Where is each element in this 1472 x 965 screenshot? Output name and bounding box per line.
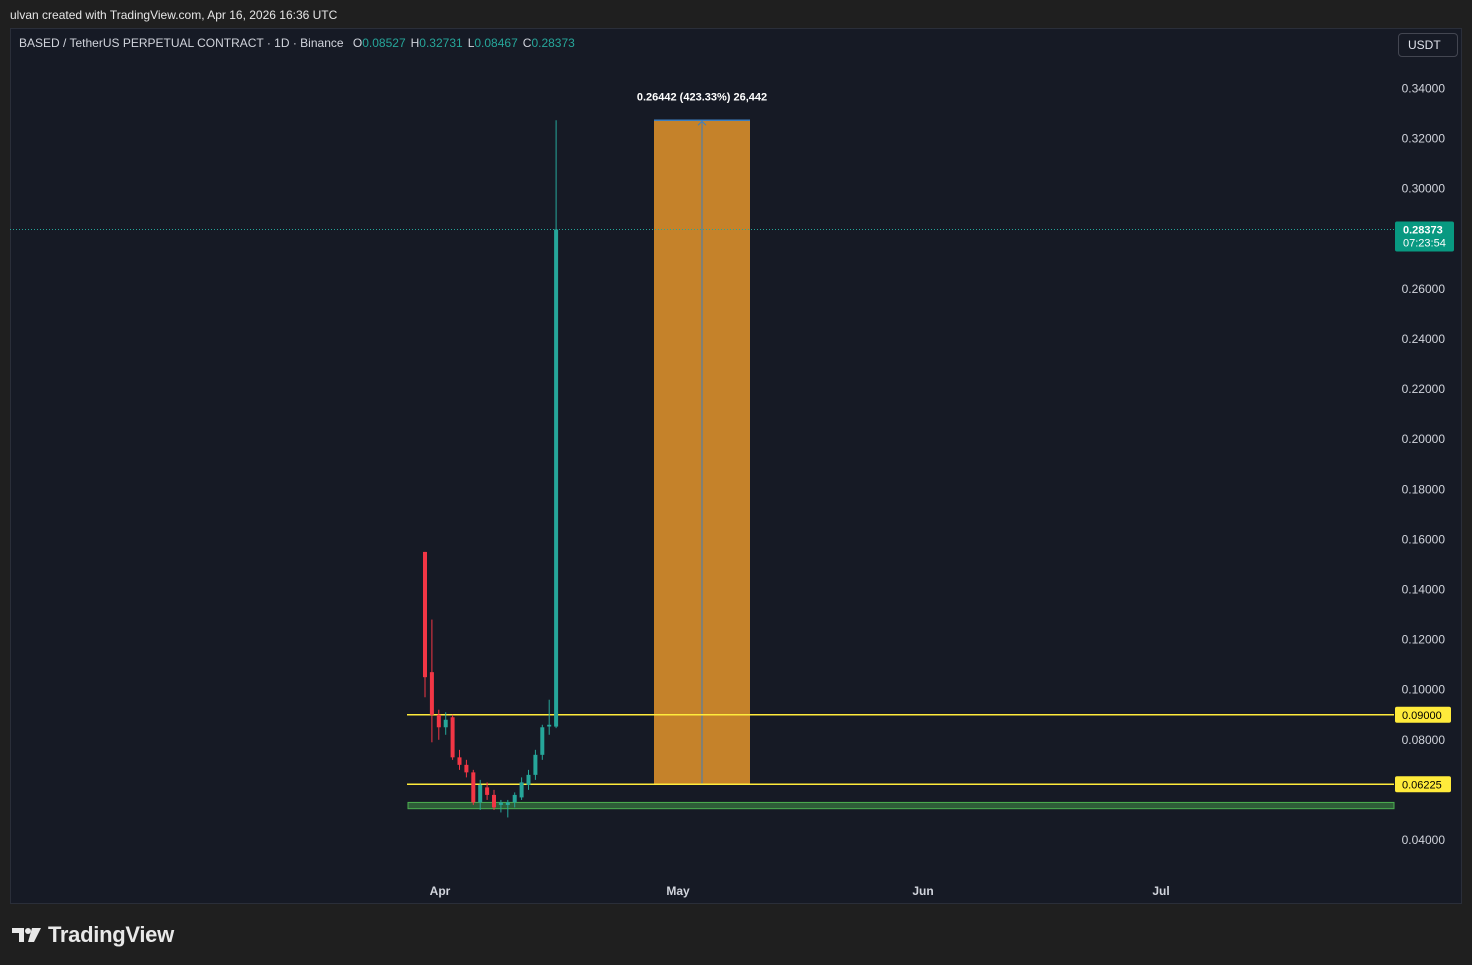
candle-body[interactable]: [436, 714, 441, 728]
ohlc-values: O0.08527 H0.32731 L0.08467 C0.28373: [352, 36, 575, 50]
candle-body[interactable]: [450, 717, 455, 758]
candle-body[interactable]: [485, 787, 490, 795]
candle-body[interactable]: [457, 757, 462, 765]
y-axis-tick-label: 0.18000: [1402, 482, 1446, 496]
candle-body[interactable]: [519, 782, 524, 798]
symbol-title: BASED / TetherUS PERPETUAL CONTRACT · 1D…: [19, 36, 344, 50]
y-axis-tick-label: 0.04000: [1402, 833, 1446, 847]
y-axis-tick-label: 0.08000: [1402, 733, 1446, 747]
x-axis-tick-label: May: [666, 884, 690, 898]
candle-body[interactable]: [554, 229, 559, 727]
level-price-value: 0.09000: [1402, 710, 1442, 722]
bar-countdown: 07:23:54: [1403, 237, 1446, 249]
level-price-badge[interactable]: [1395, 706, 1451, 723]
y-axis-tick-label: 0.24000: [1402, 332, 1446, 346]
candle-body[interactable]: [423, 551, 427, 678]
y-axis-tick-label: 0.30000: [1402, 182, 1446, 196]
candle-body[interactable]: [464, 764, 469, 773]
close-value: 0.28373: [531, 36, 575, 50]
tradingview-brand-text: TradingView: [48, 922, 174, 947]
high-value: 0.32731: [419, 36, 463, 50]
candle-body[interactable]: [547, 724, 552, 727]
x-axis-tick-label: Apr: [430, 884, 451, 898]
y-axis-tick-label: 0.12000: [1402, 633, 1446, 647]
y-axis-tick-label: 0.20000: [1402, 432, 1446, 446]
low-value: 0.08467: [474, 36, 518, 50]
chart-credit: ulvan created with TradingView.com, Apr …: [10, 8, 338, 22]
level-price-badge[interactable]: [1395, 776, 1451, 793]
candle-body[interactable]: [429, 672, 434, 715]
candle-body[interactable]: [540, 727, 545, 755]
y-axis-tick-label: 0.34000: [1402, 82, 1446, 96]
y-axis-tick-label: 0.16000: [1402, 532, 1446, 546]
x-axis-tick-label: Jul: [1152, 884, 1169, 898]
y-axis-tick-label: 0.14000: [1402, 583, 1446, 597]
candle-body[interactable]: [443, 719, 448, 728]
y-axis-tick-label: 0.32000: [1402, 132, 1446, 146]
measure-arrow-icon: [697, 120, 707, 126]
last-price-value: 0.28373: [1403, 224, 1443, 236]
candle-body[interactable]: [498, 802, 503, 805]
tradingview-logo-icon: [12, 928, 41, 942]
candle-body[interactable]: [533, 754, 538, 775]
candle-body[interactable]: [526, 774, 531, 785]
candle-body[interactable]: [512, 794, 517, 803]
candle-body[interactable]: [471, 772, 476, 803]
last-price-badge[interactable]: [1395, 221, 1454, 252]
candle-body[interactable]: [478, 784, 483, 803]
level-price-value: 0.06225: [1402, 779, 1442, 791]
currency-button[interactable]: USDT: [1398, 33, 1458, 57]
symbol-legend[interactable]: BASED / TetherUS PERPETUAL CONTRACT · 1D…: [19, 36, 580, 50]
candle-body[interactable]: [505, 802, 510, 805]
open-value: 0.08527: [362, 36, 406, 50]
support-zone[interactable]: [407, 801, 1395, 810]
x-axis-tick-label: Jun: [912, 884, 933, 898]
tradingview-logo[interactable]: TradingView: [12, 922, 174, 948]
candle-body[interactable]: [492, 794, 496, 808]
measure-label: 0.26442 (423.33%) 26,442: [637, 91, 767, 103]
y-axis-tick-label: 0.26000: [1402, 282, 1446, 296]
y-axis-tick-label: 0.22000: [1402, 382, 1446, 396]
y-axis-tick-label: 0.10000: [1402, 683, 1446, 697]
